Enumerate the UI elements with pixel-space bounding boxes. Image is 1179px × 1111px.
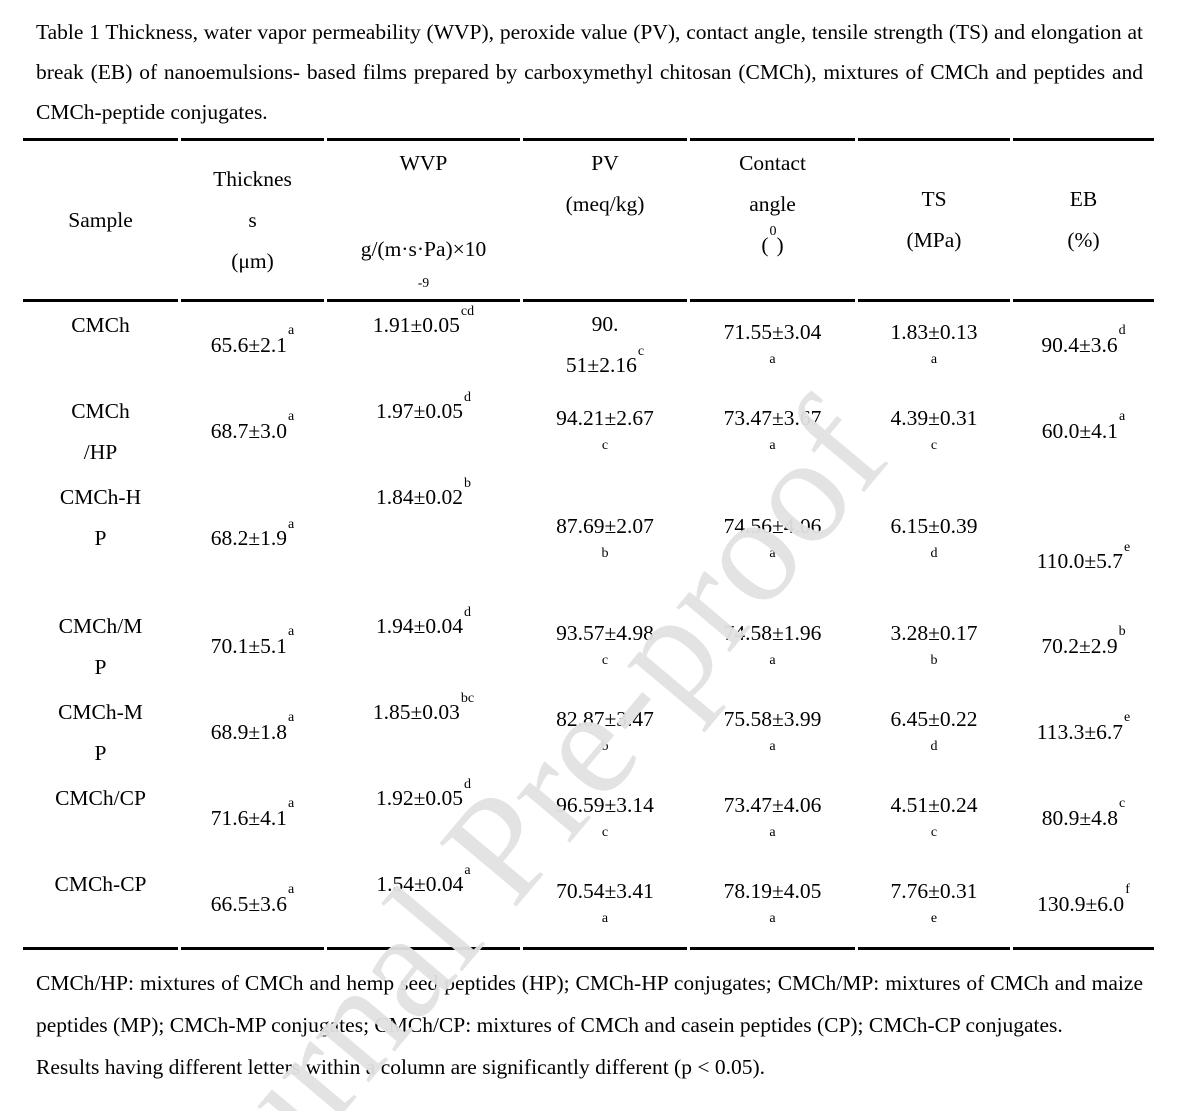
sample-cell: CMCh/M P <box>58 614 143 679</box>
value-cell: 82.87±3.47 b <box>556 707 654 755</box>
footnotes: CMCh/HP: mixtures of CMCh and hemp seed … <box>36 962 1143 1088</box>
value-cell: 110.0±5.7e <box>1036 539 1131 573</box>
value-cell: 4.39±0.31 c <box>890 406 978 454</box>
table-row: CMCh-H P 68.2±1.9a 1.84±0.02b 87.69±2.07 b 74.… <box>23 474 1154 603</box>
value-cell: 90.4±3.6d <box>1041 323 1126 357</box>
value-cell: 7.76±0.31 e <box>858 861 1010 950</box>
value-cell: 68.2±1.9a <box>210 516 295 550</box>
column-header-sample: Sample <box>23 138 178 302</box>
data-table: Sample Thicknes s (μm) WVP g/(m·s·Pa)×10 -9 PV(… <box>20 138 1157 950</box>
value-cell: 65.6±2.1a <box>210 323 295 357</box>
value-cell: 6.15±0.39 d <box>890 513 978 561</box>
value-cell: 68.7±3.0a <box>210 409 295 443</box>
value-cell: 71.6±4.1a <box>210 796 295 830</box>
table-row: CMCh/HP 68.7±3.0a 1.97±0.05d 94.21±2.67 c 73.… <box>23 388 1154 474</box>
table-caption: Table 1 Thickness, water vapor permeabil… <box>36 20 1143 124</box>
sample-cell: CMCh-M P <box>58 700 143 765</box>
footnote-significance: Results having different letters within … <box>36 1055 766 1079</box>
sample-cell: CMCh-CP <box>23 861 178 950</box>
table-row: CMCh 65.6±2.1a 1.91±0.05cd 90. 51±2.16c 71.55… <box>23 302 1154 388</box>
column-header-pv: PV (meq/kg) <box>523 138 687 302</box>
table-row: CMCh/CP 71.6±4.1a 1.92±0.05d 96.59±3.14 c 73.… <box>23 775 1154 861</box>
table-row: CMCh-M P 68.9±1.8a 1.85±0.03bc 82.87±3.47 b 75… <box>23 689 1154 775</box>
column-header-thickness: Thicknes s (μm) <box>181 138 324 302</box>
value-cell: 74.56±4.06 a <box>723 513 822 561</box>
value-cell: 1.84±0.02b <box>375 475 472 509</box>
value-cell: 1.92±0.05d <box>375 776 472 810</box>
table-body: CMCh 65.6±2.1a 1.91±0.05cd 90. 51±2.16c 71.55… <box>23 302 1154 950</box>
value-cell: 71.55±3.04 a <box>723 320 822 368</box>
value-cell: 68.9±1.8a <box>210 710 295 744</box>
value-cell: 73.47±4.06 a <box>723 793 822 841</box>
value-cell: 70.54±3.41 a <box>523 861 687 950</box>
value-cell: 96.59±3.14 c <box>556 793 654 841</box>
sample-cell: CMCh/CP <box>55 786 146 810</box>
column-header-ts: TS (MPa) <box>858 138 1010 302</box>
value-cell: 3.28±0.17 b <box>890 621 978 669</box>
value-cell: 75.58±3.99 a <box>723 707 822 755</box>
header-row: Sample Thicknes s (μm) WVP g/(m·s·Pa)×10 -9 PV(… <box>23 138 1154 302</box>
column-header-contact-angle: Contact angle (0) <box>690 138 855 302</box>
value-cell: 1.91±0.05cd <box>372 303 475 337</box>
value-cell: 90. 51±2.16c <box>565 312 645 377</box>
value-cell: 78.19±4.05 a <box>690 861 855 950</box>
value-cell: 1.85±0.03bc <box>372 690 475 724</box>
value-cell: 113.3±6.7e <box>1036 710 1131 744</box>
value-cell: 6.45±0.22 d <box>890 707 978 755</box>
value-cell: 1.54±0.04a <box>327 861 520 950</box>
value-cell: 1.97±0.05d <box>375 389 472 423</box>
table-row: CMCh/M P 70.1±5.1a 1.94±0.04d 93.57±4.98 c 74.… <box>23 603 1154 689</box>
footnote-abbreviations: CMCh/HP: mixtures of CMCh and hemp seed … <box>36 971 1143 1037</box>
sample-cell: CMCh/HP <box>71 399 130 464</box>
value-cell: 60.0±4.1a <box>1041 409 1126 443</box>
column-header-wvp: WVP g/(m·s·Pa)×10 -9 <box>327 138 520 302</box>
value-cell: 1.94±0.04d <box>375 604 472 638</box>
value-cell: 80.9±4.8c <box>1041 796 1126 830</box>
value-cell: 70.1±5.1a <box>210 624 295 658</box>
value-cell: 87.69±2.07 b <box>556 513 654 561</box>
column-header-eb: EB (%) <box>1013 138 1154 302</box>
value-cell: 70.2±2.9b <box>1041 624 1126 658</box>
value-cell: 73.47±3.67 a <box>723 406 822 454</box>
value-cell: 74.58±1.96 a <box>723 621 822 669</box>
value-cell: 93.57±4.98 c <box>556 621 654 669</box>
value-cell: 66.5±3.6a <box>181 861 324 950</box>
value-cell: 4.51±0.24 c <box>890 793 978 841</box>
value-cell: 130.9±6.0f <box>1013 861 1154 950</box>
table-row: CMCh-CP 66.5±3.6a 1.54±0.04a 70.54±3.41 a 78.… <box>23 861 1154 950</box>
value-cell: 1.83±0.13 a <box>890 320 978 368</box>
value-cell: 94.21±2.67 c <box>556 406 654 454</box>
sample-cell: CMCh <box>71 313 130 337</box>
sample-cell: CMCh-H P <box>59 485 142 550</box>
